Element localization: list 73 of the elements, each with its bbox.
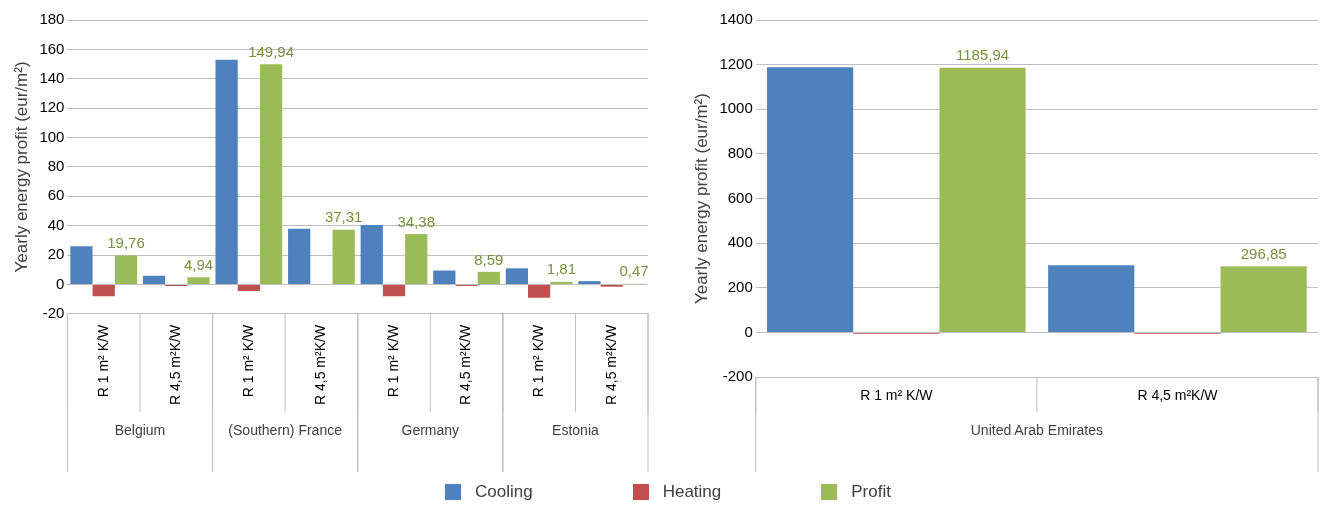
y-tick-label: -200 (722, 367, 753, 385)
y-tick-label: 1000 (719, 99, 753, 117)
text: Belgium (114, 421, 166, 438)
data-label: 1185,94 (955, 46, 1010, 64)
x-tick-label: R 1 m² K/W (94, 324, 111, 398)
bar (70, 246, 93, 284)
y-tick-label: 160 (39, 39, 65, 57)
data-label: 0,47 (619, 262, 649, 280)
legend-label: Heating (662, 482, 722, 502)
x-tick-label: R 4,5 m²K/W (602, 324, 619, 406)
bar (767, 67, 854, 333)
data-label: 4,94 (183, 255, 214, 273)
data-label: 34,38 (397, 212, 436, 230)
bar (142, 275, 166, 284)
y-tick-label: 40 (47, 215, 65, 233)
y-tick-label: 1400 (719, 10, 753, 28)
bar (939, 67, 1026, 333)
bar (578, 281, 601, 284)
text: Estonia (552, 421, 599, 438)
bar (382, 285, 406, 297)
y-tick-label: 0 (744, 322, 753, 340)
bar (1048, 265, 1135, 333)
bar (405, 233, 428, 284)
y-tick-label: 120 (39, 98, 65, 116)
y-tick-label: 0 (56, 274, 65, 292)
x-tick-label: R 1 m² K/W (530, 324, 546, 398)
x-tick-label: R 1 m² K/W (239, 324, 256, 398)
data-label: 19,76 (107, 234, 145, 252)
x-tick-label: R 4,5 m²K/W (1137, 387, 1219, 404)
bar (187, 277, 210, 284)
y-tick-label: 20 (47, 245, 65, 263)
y-tick-label: 200 (727, 278, 753, 296)
bar (505, 268, 529, 284)
y-tick-label: 80 (47, 157, 65, 175)
data-label: 8,59 (474, 250, 504, 268)
x-tick-label: R 4,5 m²K/W (457, 324, 474, 406)
bar (92, 285, 115, 297)
bar (477, 271, 500, 284)
data-label: 149,94 (248, 42, 295, 60)
text: (Southern) France (228, 421, 343, 438)
bar (259, 64, 283, 284)
y-axis-title: Yearly energy profit (eur/m²) (11, 61, 31, 273)
x-tick-label: R 4,5 m²K/W (167, 324, 184, 406)
bar (360, 224, 383, 284)
y-tick-label: 140 (39, 68, 65, 86)
text: United Arab Emirates (970, 421, 1104, 438)
data-label: 1,81 (546, 260, 576, 278)
legend-label: Profit (851, 482, 891, 502)
y-tick-label: 400 (727, 233, 753, 251)
bar (332, 229, 355, 284)
bar (433, 270, 456, 284)
bar (528, 285, 551, 298)
data-label: 296,85 (1240, 244, 1287, 262)
y-tick-label: 1200 (719, 54, 753, 72)
bar (237, 285, 260, 291)
bar (550, 281, 573, 284)
y-tick-label: 100 (39, 127, 65, 145)
bar (114, 255, 138, 284)
legend-label: Cooling (475, 482, 533, 502)
y-tick-label: -20 (42, 304, 65, 322)
text: Germany (401, 421, 460, 438)
y-tick-label: 180 (39, 10, 65, 28)
y-tick-label: 60 (47, 186, 65, 204)
x-tick-label: R 4,5 m²K/W (312, 324, 329, 406)
x-tick-label: R 1 m² K/W (384, 324, 401, 398)
bar (1220, 266, 1307, 333)
y-tick-label: 800 (727, 144, 753, 162)
y-axis-title: Yearly energy profit (eur/m²) (691, 93, 711, 305)
bar (215, 59, 238, 284)
bar (288, 228, 311, 284)
y-tick-label: 600 (727, 188, 753, 206)
data-label: 37,31 (324, 208, 363, 226)
x-tick-label: R 1 m² K/W (860, 387, 934, 404)
